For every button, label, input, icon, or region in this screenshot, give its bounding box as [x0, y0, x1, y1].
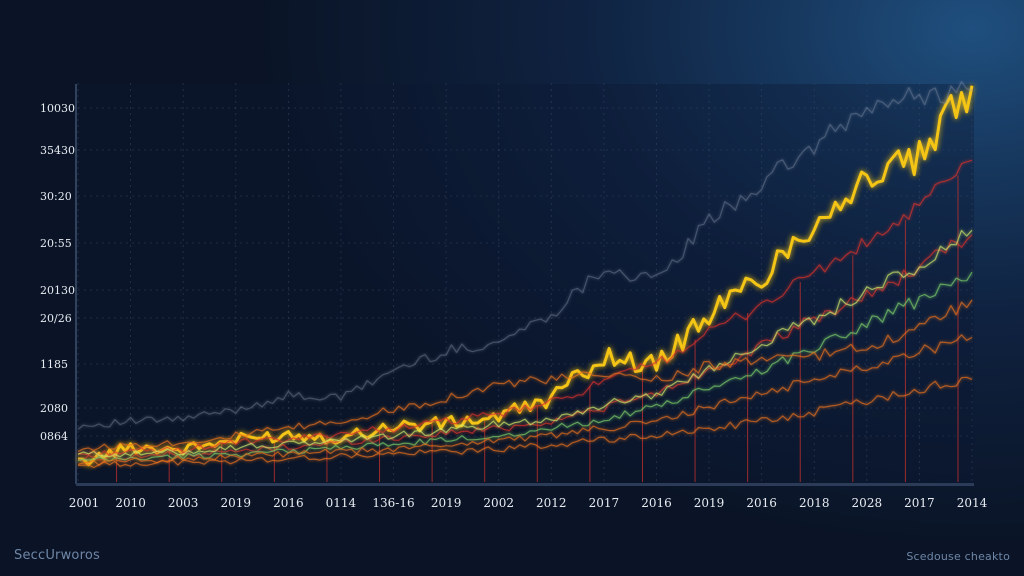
- x-tick-label: 2016: [273, 496, 304, 510]
- x-tick-label: 2016: [641, 496, 672, 510]
- y-tick-label: 20/26: [40, 312, 72, 325]
- x-tick-label: 2019: [220, 496, 251, 510]
- series-line: [77, 271, 973, 462]
- series-lines: [77, 81, 974, 469]
- x-tick-label: 2001: [69, 496, 100, 510]
- series-line: [77, 376, 973, 469]
- series-line: [77, 229, 973, 458]
- y-tick-label: 30:20: [40, 190, 72, 203]
- x-tick-label: 2014: [957, 496, 988, 510]
- series-line: [77, 81, 973, 430]
- x-tick-label: 2003: [168, 496, 199, 510]
- y-tick-label: 20:55: [40, 237, 72, 250]
- y-tick-label: 2080: [40, 402, 68, 415]
- x-tick-label: 2018: [799, 496, 830, 510]
- series-line: [77, 334, 973, 466]
- series-line-highlight: [77, 85, 974, 467]
- x-tick-label: 2017: [904, 496, 935, 510]
- y-tick-label: 20130: [40, 284, 75, 297]
- x-tick-label: 136-16: [372, 496, 414, 510]
- x-tick-label: 2012: [536, 496, 567, 510]
- x-tick-label: 2019: [431, 496, 462, 510]
- x-tick-label: 2016: [746, 496, 777, 510]
- y-tick-label: 35430: [40, 144, 75, 157]
- axes: [75, 84, 974, 486]
- series-line: [77, 234, 973, 461]
- y-tick-label: 0864: [40, 430, 68, 443]
- tick-labels: 0864 2080 1185 20/26 20130 20:55 30:20 35430 100…: [40, 102, 988, 510]
- x-tick-label: 2010: [115, 496, 146, 510]
- x-tick-label: 2002: [483, 496, 514, 510]
- series-line: [77, 299, 973, 453]
- y-tick-label: 10030: [40, 102, 75, 115]
- y-tick-label: 1185: [40, 358, 68, 371]
- x-tick-label: 2019: [694, 496, 725, 510]
- x-tick-label: 2028: [852, 496, 883, 510]
- x-tick-label: 2017: [589, 496, 620, 510]
- series-line: [77, 159, 973, 457]
- watermark-right: Scedouse cheakto: [906, 550, 1010, 563]
- x-tick-label: 0114: [326, 496, 357, 510]
- watermark-left: SeccUrworos: [14, 548, 100, 563]
- x-axis-line: [76, 483, 974, 486]
